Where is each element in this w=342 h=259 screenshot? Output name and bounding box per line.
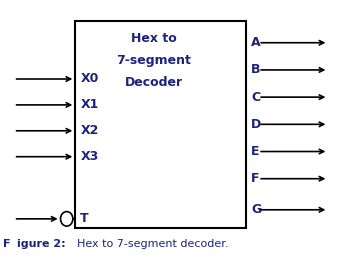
Text: 7-segment: 7-segment [117,54,191,67]
Text: A: A [251,36,261,49]
Ellipse shape [61,212,73,226]
Text: E: E [251,145,260,158]
Text: T: T [80,212,89,225]
Text: F: F [251,172,260,185]
Bar [75,21,246,228]
Text: B: B [251,63,261,76]
Text: igure 2:: igure 2: [17,239,66,249]
Text: X1: X1 [80,98,99,111]
Text: C: C [251,91,261,104]
Text: F: F [3,239,11,249]
Text: D: D [251,118,262,131]
Text: X3: X3 [80,150,98,163]
Text: X2: X2 [80,124,99,137]
Text: X0: X0 [80,73,99,85]
Text: Hex to 7-segment decoder.: Hex to 7-segment decoder. [70,239,228,249]
Text: G: G [251,203,262,216]
Text: Decoder: Decoder [125,76,183,89]
Text: Hex to: Hex to [131,32,177,45]
